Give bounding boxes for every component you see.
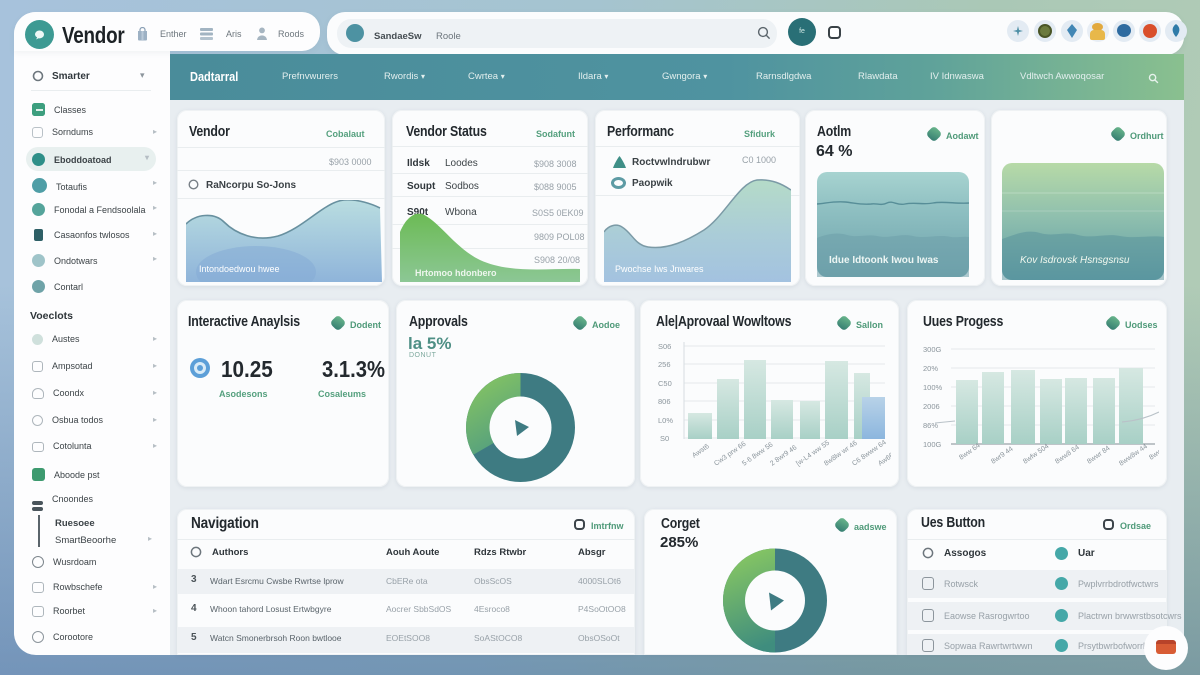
svg-text:100G: 100G: [923, 440, 942, 449]
svg-text:Kov Isdrovsk Hsnsgsnsu: Kov Isdrovsk Hsnsgsnsu: [1020, 255, 1130, 266]
svg-text:256: 256: [658, 360, 671, 369]
svg-text:806: 806: [658, 397, 671, 406]
svg-text:S0: S0: [660, 434, 669, 443]
svg-text:8wfw 504: 8wfw 504: [1022, 443, 1050, 466]
svg-text:Awst6: Awst6: [691, 443, 711, 460]
svg-text:Hrtomoo hdonbero: Hrtomoo hdonbero: [415, 268, 497, 278]
svg-text:8wr9 44: 8wr9 44: [990, 446, 1015, 466]
svg-text:20%: 20%: [923, 364, 938, 373]
svg-text:S06: S06: [658, 342, 671, 351]
svg-text:Idue Idtoonk Iwou Iwas: Idue Idtoonk Iwou Iwas: [829, 255, 939, 266]
svg-text:8ww 64: 8ww 64: [958, 442, 982, 461]
svg-text:100%: 100%: [923, 383, 943, 392]
svg-text:8ww8w 44: 8ww8w 44: [1118, 443, 1149, 468]
svg-text:Pwochse Iws Jnwares: Pwochse Iws Jnwares: [615, 264, 704, 274]
svg-text:Intondoedwou hwee: Intondoedwou hwee: [199, 264, 280, 274]
svg-text:86%: 86%: [923, 421, 938, 430]
svg-text:8wwr 84: 8wwr 84: [1086, 445, 1111, 466]
svg-text:300G: 300G: [923, 345, 942, 354]
svg-text:8ww8 64: 8ww8 64: [1054, 444, 1081, 466]
svg-text:L0%: L0%: [658, 416, 673, 425]
svg-text:C50: C50: [658, 379, 672, 388]
svg-text:2006: 2006: [923, 402, 940, 411]
svg-text:8ww 4: 8ww 4: [1148, 444, 1159, 461]
